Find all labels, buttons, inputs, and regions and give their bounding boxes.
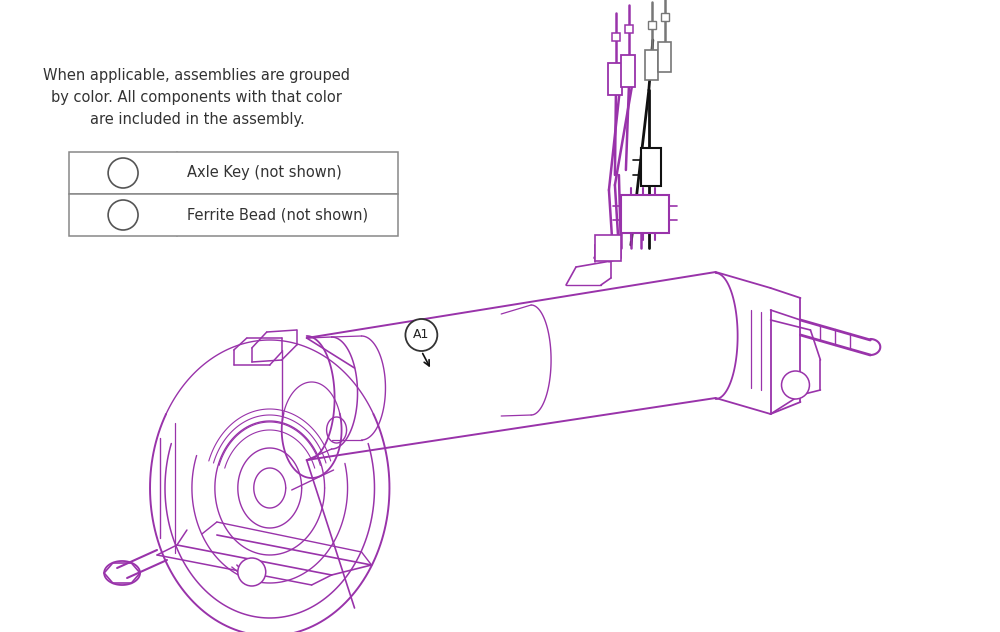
Bar bbox=[625, 25, 633, 33]
Bar bbox=[658, 42, 671, 72]
Text: B1: B1 bbox=[115, 166, 131, 179]
Bar bbox=[648, 21, 656, 29]
Text: Ferrite Bead (not shown): Ferrite Bead (not shown) bbox=[187, 207, 368, 222]
Bar bbox=[641, 148, 661, 186]
Text: C1: C1 bbox=[115, 209, 131, 221]
Bar bbox=[69, 194, 398, 236]
Circle shape bbox=[782, 371, 809, 399]
Bar bbox=[661, 13, 669, 21]
Bar bbox=[621, 55, 635, 87]
Bar bbox=[621, 195, 669, 233]
Text: are included in the assembly.: are included in the assembly. bbox=[90, 112, 304, 127]
Text: Axle Key (not shown): Axle Key (not shown) bbox=[187, 166, 342, 181]
Text: by color. All components with that color: by color. All components with that color bbox=[51, 90, 342, 105]
Bar bbox=[612, 33, 620, 41]
Circle shape bbox=[405, 319, 437, 351]
Circle shape bbox=[238, 558, 266, 586]
Bar bbox=[69, 152, 398, 194]
Bar bbox=[645, 50, 658, 80]
Text: A1: A1 bbox=[413, 329, 430, 341]
Text: When applicable, assemblies are grouped: When applicable, assemblies are grouped bbox=[43, 68, 350, 83]
Bar bbox=[595, 235, 621, 261]
Circle shape bbox=[108, 158, 138, 188]
Bar bbox=[608, 63, 622, 95]
Circle shape bbox=[108, 200, 138, 230]
